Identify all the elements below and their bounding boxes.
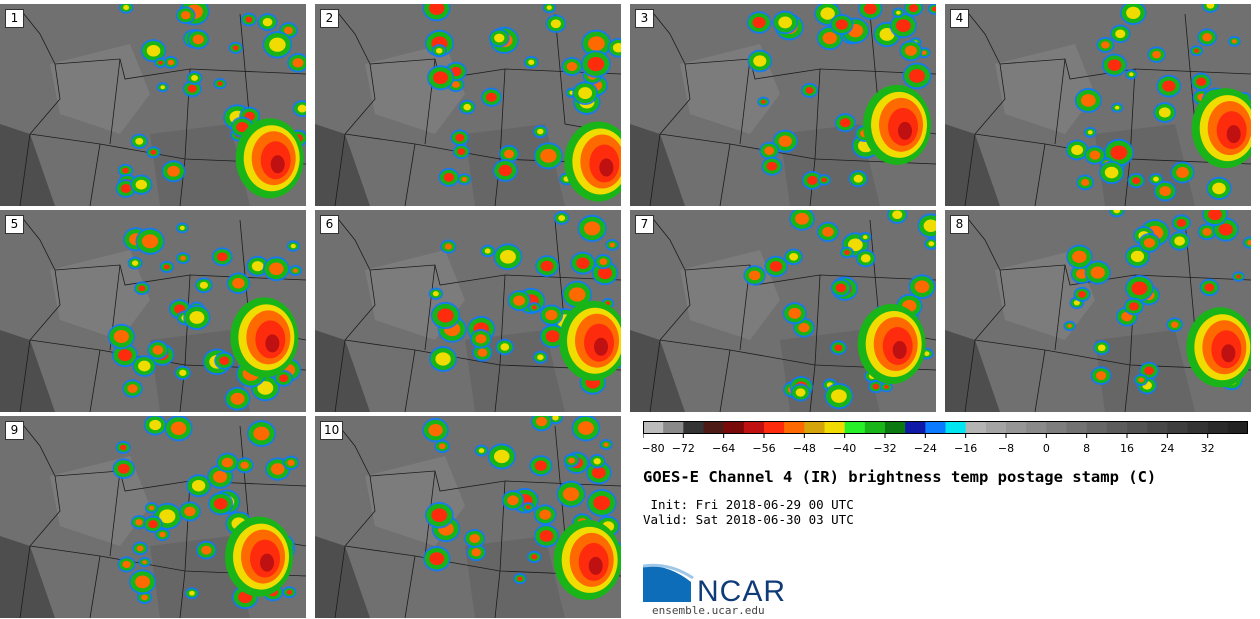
map-panel: 2 — [315, 4, 621, 206]
map-panel: 10 — [315, 416, 621, 618]
panel-number-label: 6 — [320, 215, 339, 234]
ncar-url: ensemble.ucar.edu — [652, 604, 765, 617]
satellite-map — [0, 210, 306, 412]
map-panel: 4 — [945, 4, 1251, 206]
satellite-map — [630, 4, 936, 206]
colorbar-tick-label: 32 — [1201, 442, 1215, 455]
colorbar-segment — [1026, 421, 1047, 434]
map-panel: 5 — [0, 210, 306, 412]
colorbar-segment — [1046, 421, 1067, 434]
legend-area: −80 −72 −64 −56 −48 −40 −32 −24 −16 −8 0 8 16 24 32 GO… — [630, 414, 1260, 619]
panel-number-label: 10 — [320, 421, 344, 440]
colorbar-segment — [1147, 421, 1168, 434]
colorbar-segment — [864, 421, 886, 434]
colorbar-tick-label: −24 — [914, 442, 937, 455]
colorbar-tick-label: −64 — [712, 442, 735, 455]
colorbar-segment — [985, 421, 1007, 434]
satellite-map — [630, 210, 936, 412]
colorbar-segment — [743, 421, 765, 434]
colorbar-segment — [1187, 421, 1208, 434]
panel-number-label: 8 — [950, 215, 969, 234]
colorbar-segment — [784, 421, 805, 434]
figure-title: GOES-E Channel 4 (IR) brightness temp po… — [643, 468, 1157, 486]
colorbar-segment — [844, 421, 866, 434]
map-panel: 1 — [0, 4, 306, 206]
colorbar-segment — [1167, 421, 1188, 434]
colorbar-segment — [945, 421, 966, 434]
colorbar-segment — [764, 421, 785, 434]
satellite-map — [945, 4, 1251, 206]
colorbar-segment — [885, 421, 906, 434]
colorbar-tick-label: −56 — [752, 442, 775, 455]
panel-number-label: 1 — [5, 9, 24, 28]
satellite-map — [315, 210, 621, 412]
temperature-colorbar: −80 −72 −64 −56 −48 −40 −32 −24 −16 −8 0 8 16 24 32 — [643, 421, 1248, 455]
colorbar-tick-label: −72 — [672, 442, 695, 455]
colorbar-segment — [683, 421, 704, 434]
colorbar-segment — [965, 421, 987, 434]
panel-number-label: 9 — [5, 421, 24, 440]
colorbar-segment — [663, 421, 684, 434]
colorbar-segment — [1127, 421, 1148, 434]
satellite-map — [315, 4, 621, 206]
colorbar-segment — [804, 421, 825, 434]
satellite-map — [945, 210, 1251, 412]
valid-time: Valid: Sat 2018-06-30 03 UTC — [643, 512, 854, 527]
colorbar-tick-label: −48 — [793, 442, 816, 455]
map-panel: 8 — [945, 210, 1251, 412]
colorbar-tick-label: −16 — [954, 442, 977, 455]
satellite-map — [0, 416, 306, 618]
map-panel: 6 — [315, 210, 621, 412]
colorbar-segment — [1207, 421, 1229, 434]
colorbar-tick-label: 16 — [1120, 442, 1134, 455]
colorbar-tick-label: 8 — [1083, 442, 1090, 455]
colorbar-segment — [1227, 421, 1248, 434]
colorbar-tick-label: −32 — [873, 442, 896, 455]
colorbar-segment — [1066, 421, 1087, 434]
time-info: Init: Fri 2018-06-29 00 UTC Valid: Sat 20… — [643, 497, 854, 527]
colorbar-tick-label: 24 — [1160, 442, 1174, 455]
satellite-map — [315, 416, 621, 618]
colorbar-segment — [643, 421, 664, 434]
colorbar-segment — [1106, 421, 1128, 434]
colorbar-tick-label: −8 — [998, 442, 1014, 455]
colorbar-segment — [925, 421, 946, 434]
map-panel: 9 — [0, 416, 306, 618]
colorbar-segment — [905, 421, 926, 434]
panel-number-label: 5 — [5, 215, 24, 234]
panel-number-label: 7 — [635, 215, 654, 234]
map-panel: 7 — [630, 210, 936, 412]
colorbar-segment — [703, 421, 724, 434]
map-panel: 3 — [630, 4, 936, 206]
ncar-logo: NCAR — [643, 563, 786, 604]
colorbar-segment — [1086, 421, 1108, 434]
colorbar-segment — [824, 421, 845, 434]
panel-number-label: 3 — [635, 9, 654, 28]
colorbar-tick-label: −80 — [643, 442, 665, 455]
init-time: Init: Fri 2018-06-29 00 UTC — [643, 497, 854, 512]
colorbar-tick-label: −40 — [833, 442, 856, 455]
colorbar-segment — [1006, 421, 1027, 434]
colorbar-segment — [723, 421, 745, 434]
panel-number-label: 4 — [950, 9, 969, 28]
satellite-map — [0, 4, 306, 206]
ncar-logo-text: NCAR — [697, 575, 786, 604]
panel-number-label: 2 — [320, 9, 339, 28]
colorbar-tick-label: 0 — [1043, 442, 1050, 455]
